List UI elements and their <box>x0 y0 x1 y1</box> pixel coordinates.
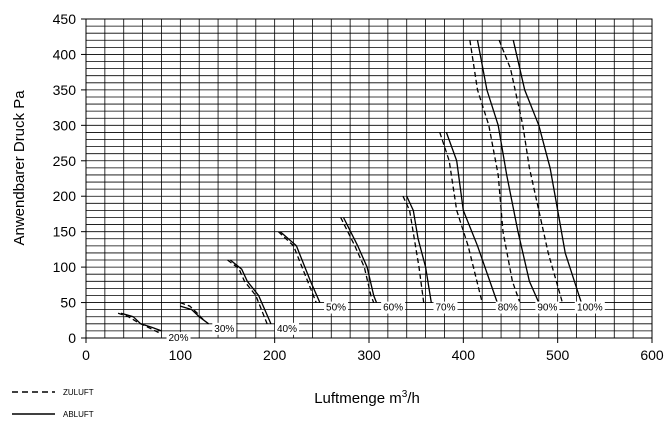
curve-abluft-50pct <box>279 231 321 303</box>
y-tick-label: 300 <box>53 117 77 133</box>
curve-zuluft-90pct <box>469 40 521 303</box>
percent-label-box <box>212 322 237 335</box>
percent-label-box <box>495 301 520 314</box>
legend-label-zuluft: ZULUFT <box>63 388 94 397</box>
curve-abluft-60pct <box>342 217 378 303</box>
curve-zuluft-70pct <box>402 195 425 303</box>
y-tick-label: 400 <box>53 46 77 62</box>
percent-label: 50% <box>326 303 346 314</box>
tick-labels: 0 100 200 300 400 500 600 0 50 100 150 200 250 300 350… <box>53 11 664 363</box>
percent-label-box <box>166 332 191 345</box>
percent-label: 90% <box>537 303 557 314</box>
percent-label-box <box>275 322 300 335</box>
x-tick-label: 400 <box>452 347 476 363</box>
percent-label: 20% <box>169 333 189 344</box>
percent-label: 70% <box>435 303 455 314</box>
percent-label: 30% <box>214 324 234 335</box>
percent-label: 100% <box>577 303 603 314</box>
x-axis-label-main: Luftmenge m <box>314 390 402 407</box>
y-tick-label: 350 <box>53 82 77 98</box>
curve-zuluft-50pct <box>277 231 317 303</box>
grid <box>86 19 652 338</box>
curve-abluft-100pct <box>512 40 582 303</box>
curves <box>117 40 582 334</box>
percent-label-box <box>535 301 560 314</box>
curve-abluft-30pct <box>180 305 209 325</box>
legend-label-abluft: ABLUFT <box>63 410 94 419</box>
x-tick-label: 300 <box>357 347 381 363</box>
percent-label-box <box>433 301 458 314</box>
x-axis-label-suffix: /h <box>407 390 420 407</box>
curve-zuluft-80pct <box>439 132 483 303</box>
percent-label-box <box>324 301 349 314</box>
percent-label-box <box>574 301 605 314</box>
curve-abluft-40pct <box>229 259 272 325</box>
x-axis-label: Luftmenge m3/h <box>314 389 420 407</box>
percent-label-box <box>381 301 406 314</box>
y-tick-label: 100 <box>53 259 77 275</box>
curve-zuluft-100pct <box>498 40 564 303</box>
percent-label: 60% <box>383 303 403 314</box>
y-tick-label: 0 <box>68 330 76 346</box>
y-tick-label: 250 <box>53 153 77 169</box>
curve-abluft-80pct <box>445 132 498 303</box>
curve-zuluft-40pct <box>227 259 268 325</box>
percent-labels: 20% 30% 40% 50% 60% 70% 80% 90% 100% <box>166 301 605 345</box>
percent-label: 80% <box>498 303 518 314</box>
x-tick-label: 0 <box>82 347 90 363</box>
legend: ZULUFT ABLUFT <box>12 388 94 419</box>
x-tick-label: 200 <box>263 347 287 363</box>
y-tick-label: 200 <box>53 188 77 204</box>
curve-zuluft-20pct <box>117 312 160 334</box>
x-tick-label: 500 <box>546 347 570 363</box>
percent-label: 40% <box>277 324 297 335</box>
curve-abluft-20pct <box>120 312 162 332</box>
curve-abluft-70pct <box>406 195 432 303</box>
curve-zuluft-30pct <box>180 301 205 321</box>
y-tick-label: 50 <box>60 295 76 311</box>
y-tick-label: 450 <box>53 11 77 27</box>
curve-abluft-90pct <box>476 40 540 303</box>
x-axis-label-superscript: 3 <box>402 389 408 400</box>
x-tick-label: 600 <box>640 347 664 363</box>
x-tick-label: 100 <box>169 347 193 363</box>
y-tick-label: 150 <box>53 224 77 240</box>
y-axis-label: Anwendbarer Druck Pa <box>11 90 28 246</box>
